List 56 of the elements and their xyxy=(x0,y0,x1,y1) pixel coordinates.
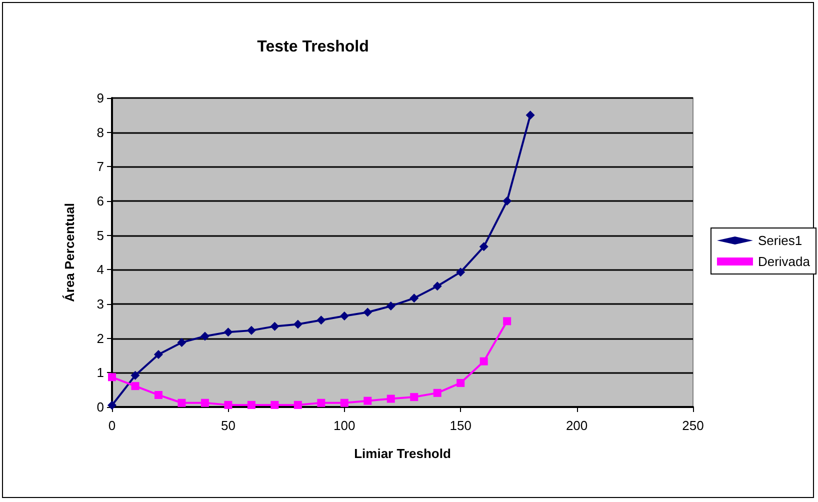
point xyxy=(131,382,140,390)
y-tick-label: 5 xyxy=(96,228,104,243)
chart-title: Teste Treshold xyxy=(257,38,369,56)
y-tick-label: 1 xyxy=(96,365,104,380)
point xyxy=(316,316,326,325)
legend-label: Series1 xyxy=(758,233,802,248)
y-tick-label: 8 xyxy=(96,124,104,140)
y-tick-label: 0 xyxy=(96,400,104,414)
point xyxy=(200,332,210,341)
point xyxy=(270,322,280,331)
point xyxy=(340,398,348,407)
point xyxy=(479,242,488,252)
y-tick-label: 4 xyxy=(96,262,104,278)
x-tick-label: 0 xyxy=(108,418,116,433)
point xyxy=(480,357,488,366)
x-tick-label: 200 xyxy=(566,418,588,433)
point xyxy=(178,398,186,407)
point xyxy=(433,388,442,397)
point xyxy=(502,196,512,206)
point xyxy=(154,390,162,399)
point xyxy=(130,370,140,380)
point xyxy=(456,268,466,277)
point xyxy=(386,302,396,311)
x-tick-label: 250 xyxy=(682,418,704,433)
x-tick-label: 150 xyxy=(450,418,472,433)
point xyxy=(364,396,372,405)
point xyxy=(224,400,232,409)
point xyxy=(340,312,349,321)
point xyxy=(294,400,302,409)
point xyxy=(503,317,512,326)
point xyxy=(270,400,279,409)
point xyxy=(246,326,256,335)
y-tick-label: 2 xyxy=(96,330,104,346)
point xyxy=(386,394,395,403)
y-tick-label: 3 xyxy=(96,296,104,312)
point xyxy=(526,110,535,120)
point xyxy=(247,400,256,409)
y-tick-label: 9 xyxy=(96,90,104,106)
point xyxy=(317,398,326,407)
point xyxy=(200,398,209,407)
point xyxy=(432,282,442,291)
point xyxy=(154,350,163,359)
x-tick-label: 50 xyxy=(220,418,236,433)
y-axis-title: Área Percentual xyxy=(62,203,77,302)
x-tick-label: 100 xyxy=(334,418,356,433)
point xyxy=(456,378,465,387)
x-axis-title: Limiar Treshold xyxy=(354,446,451,461)
y-tick-label: 7 xyxy=(96,159,104,174)
point xyxy=(410,294,419,303)
y-tick-label: 6 xyxy=(96,194,104,208)
point xyxy=(410,393,418,402)
point xyxy=(363,308,372,317)
point xyxy=(224,328,233,337)
point xyxy=(177,338,186,347)
point xyxy=(293,320,302,329)
legend-label: Derivada xyxy=(758,254,811,269)
